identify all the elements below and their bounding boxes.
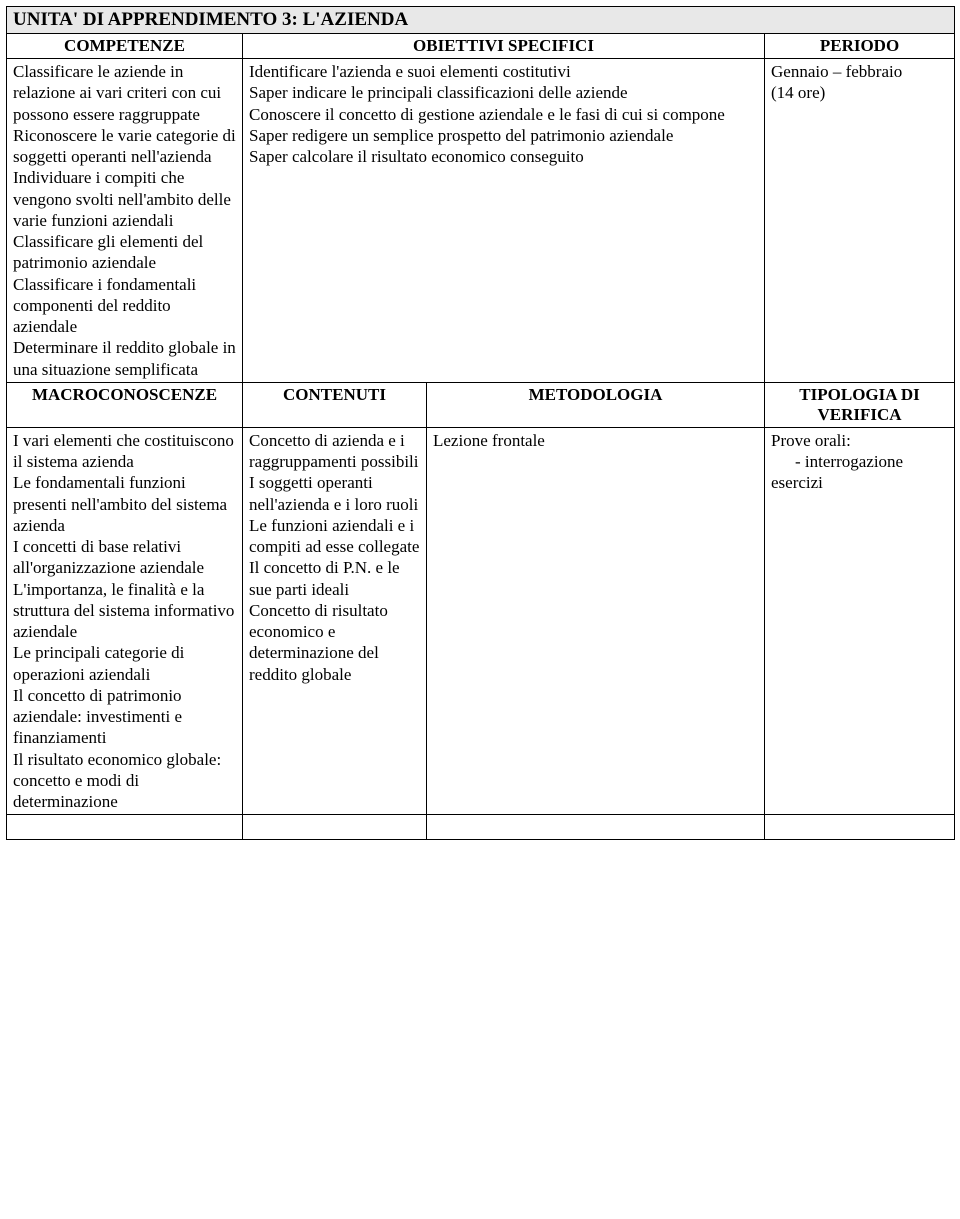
cell-obiettivi: Identificare l'azienda e suoi elementi c…	[243, 59, 765, 383]
cell-macro: I vari elementi che costituiscono il sis…	[7, 427, 243, 815]
header-tipologia: TIPOLOGIA DI VERIFICA	[765, 382, 955, 427]
content-row-2: I vari elementi che costituiscono il sis…	[7, 427, 955, 815]
empty-row	[7, 815, 955, 840]
header-competenze: COMPETENZE	[7, 34, 243, 59]
header-row-2: MACROCONOSCENZE CONTENUTI METODOLOGIA TI…	[7, 382, 955, 427]
header-metodologia: METODOLOGIA	[427, 382, 765, 427]
cell-contenuti: Concetto di azienda e i raggruppamenti p…	[243, 427, 427, 815]
header-periodo: PERIODO	[765, 34, 955, 59]
title-row: UNITA' DI APPRENDIMENTO 3: L'AZIENDA	[7, 7, 955, 34]
cell-metodologia: Lezione frontale	[427, 427, 765, 815]
cell-periodo: Gennaio – febbraio(14 ore)	[765, 59, 955, 383]
tipologia-bullet: - interrogazione	[771, 451, 948, 472]
header-obiettivi: OBIETTIVI SPECIFICI	[243, 34, 765, 59]
learning-unit-table: UNITA' DI APPRENDIMENTO 3: L'AZIENDA COM…	[6, 6, 955, 840]
empty-cell-3	[427, 815, 765, 840]
empty-cell-4	[765, 815, 955, 840]
tipologia-line2: esercizi	[771, 473, 823, 492]
cell-tipologia: Prove orali: - interrogazione esercizi	[765, 427, 955, 815]
tipologia-line1: Prove orali:	[771, 431, 851, 450]
unit-title: UNITA' DI APPRENDIMENTO 3: L'AZIENDA	[7, 7, 955, 34]
header-macro: MACROCONOSCENZE	[7, 382, 243, 427]
cell-competenze: Classificare le aziende in relazione ai …	[7, 59, 243, 383]
content-row-1: Classificare le aziende in relazione ai …	[7, 59, 955, 383]
header-row-1: COMPETENZE OBIETTIVI SPECIFICI PERIODO	[7, 34, 955, 59]
empty-cell-2	[243, 815, 427, 840]
empty-cell-1	[7, 815, 243, 840]
header-contenuti: CONTENUTI	[243, 382, 427, 427]
